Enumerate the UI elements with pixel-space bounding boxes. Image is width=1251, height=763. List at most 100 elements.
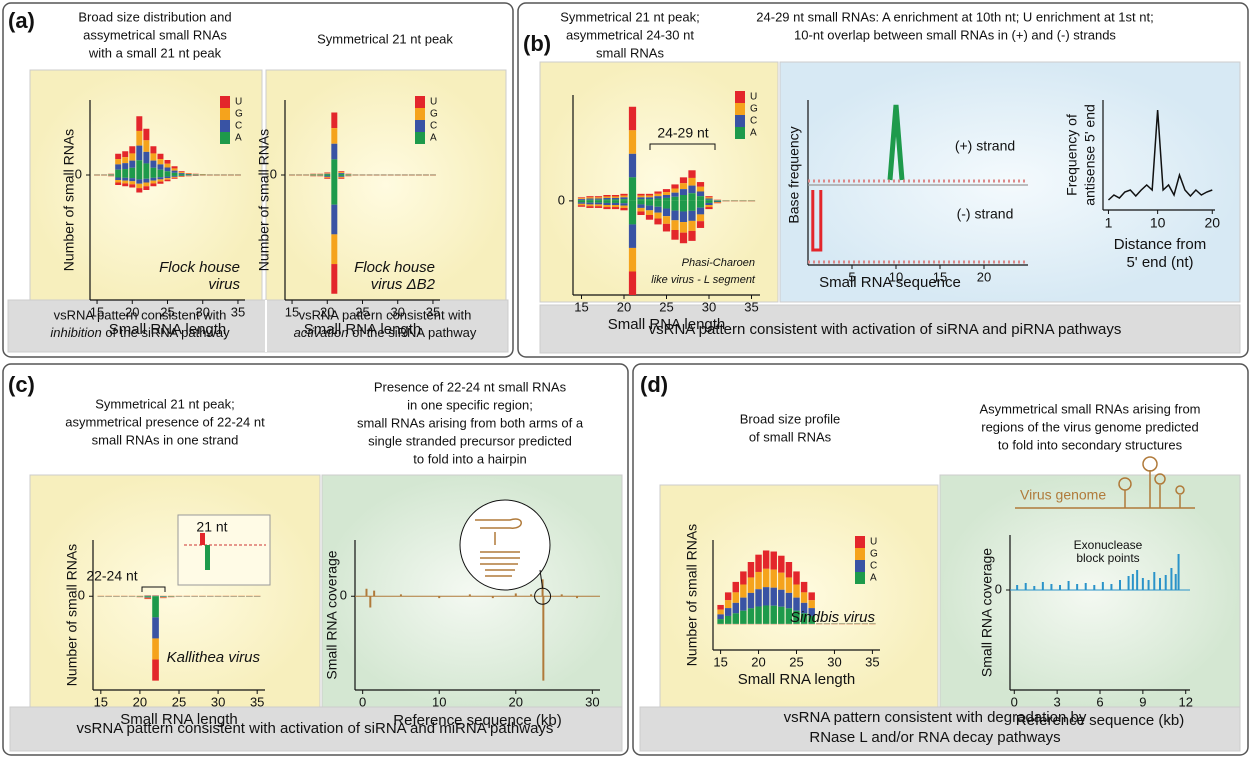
bar-segment bbox=[612, 203, 619, 205]
legend-label: A bbox=[235, 133, 242, 144]
bar-segment bbox=[331, 264, 337, 294]
bar-segment bbox=[778, 556, 784, 573]
bar-segment bbox=[612, 199, 619, 200]
virus-name: Kallithea virus bbox=[167, 649, 261, 666]
bar-segment bbox=[144, 598, 151, 599]
bar-segment bbox=[324, 174, 330, 175]
panel-label: (b) bbox=[523, 31, 551, 56]
bar-segment bbox=[578, 205, 585, 206]
bar-segment bbox=[165, 160, 171, 164]
bar-segment bbox=[637, 196, 644, 198]
legend-label: G bbox=[235, 109, 243, 120]
legend-label: G bbox=[430, 109, 438, 120]
bar-segment bbox=[136, 188, 142, 192]
bar-segment bbox=[586, 199, 593, 200]
bar-segment bbox=[771, 552, 777, 570]
bar-segment bbox=[586, 206, 593, 208]
heading: of small RNAs bbox=[749, 429, 832, 444]
bar-segment bbox=[680, 189, 687, 195]
legend-swatch bbox=[855, 560, 865, 572]
bar-segment bbox=[801, 582, 807, 592]
bar-segment bbox=[646, 199, 653, 201]
bar-segment bbox=[740, 585, 746, 598]
bar-segment bbox=[688, 201, 695, 211]
bar-segment bbox=[671, 201, 678, 211]
bar-segment bbox=[612, 198, 619, 199]
bar-segment bbox=[129, 181, 135, 184]
bar-segment bbox=[578, 199, 585, 200]
bar-segment bbox=[122, 169, 128, 175]
y-axis-label: Frequency of bbox=[1064, 114, 1080, 196]
bar-segment bbox=[637, 199, 644, 201]
bar-segment bbox=[172, 173, 178, 175]
bar-segment bbox=[733, 613, 739, 623]
bar-segment bbox=[654, 219, 661, 225]
bar-segment bbox=[586, 204, 593, 206]
bar-segment bbox=[586, 203, 593, 205]
bar-segment bbox=[688, 186, 695, 194]
bar-segment bbox=[157, 159, 163, 164]
bar-segment bbox=[143, 129, 149, 141]
bar-segment bbox=[338, 171, 344, 172]
y-tick-label: 0 bbox=[995, 581, 1002, 596]
strand-label: (+) strand bbox=[955, 138, 1015, 154]
bar-segment bbox=[144, 596, 151, 597]
bar-segment bbox=[172, 176, 178, 177]
bar-segment bbox=[324, 175, 330, 176]
bar-segment bbox=[578, 197, 585, 198]
bar-segment bbox=[150, 168, 156, 175]
bar-segment bbox=[324, 173, 330, 174]
x-tick-label: 25 bbox=[172, 694, 186, 709]
bar-segment bbox=[778, 607, 784, 624]
legend-swatch bbox=[855, 548, 865, 560]
legend-label: G bbox=[870, 549, 878, 560]
x-tick-label: 30 bbox=[702, 299, 716, 314]
bar-segment bbox=[129, 153, 135, 160]
bar-segment bbox=[331, 175, 337, 205]
x-tick-label: 35 bbox=[426, 304, 440, 319]
bar-segment bbox=[129, 161, 135, 168]
bar-segment bbox=[620, 208, 627, 210]
legend-swatch bbox=[220, 96, 230, 108]
bar-segment bbox=[603, 199, 610, 200]
bar-segment bbox=[331, 159, 337, 175]
bar-segment bbox=[586, 201, 593, 203]
bar-segment bbox=[671, 189, 678, 193]
bar-segment bbox=[150, 161, 156, 168]
bar-segment bbox=[324, 174, 330, 175]
bar-segment bbox=[143, 183, 149, 187]
heading: small RNAs in one strand bbox=[92, 432, 239, 447]
bar-segment bbox=[115, 183, 121, 186]
heading: Symmetrical 21 nt peak bbox=[317, 31, 453, 46]
x-axis-label: Small RNA length bbox=[738, 671, 856, 688]
bar-segment bbox=[603, 195, 610, 196]
bar-segment bbox=[152, 596, 159, 617]
bar-segment bbox=[637, 194, 644, 196]
bar-segment bbox=[620, 196, 627, 198]
legend-swatch bbox=[220, 132, 230, 144]
bar-segment bbox=[671, 230, 678, 240]
y-tick-label: 0 bbox=[558, 192, 565, 207]
bar-segment bbox=[136, 184, 142, 188]
legend-swatch bbox=[220, 108, 230, 120]
bar-segment bbox=[793, 571, 799, 584]
bar-segment bbox=[595, 201, 602, 203]
bar-segment bbox=[680, 211, 687, 222]
x-tick-label: 35 bbox=[250, 694, 264, 709]
y-axis-label: Small RNA coverage bbox=[324, 550, 340, 679]
bar-segment bbox=[603, 198, 610, 199]
x-tick-label: 25 bbox=[789, 654, 803, 669]
virus-name: Sindbis virus bbox=[790, 609, 876, 626]
bar-segment bbox=[338, 173, 344, 174]
bar-segment bbox=[763, 605, 769, 623]
bar-segment bbox=[705, 200, 712, 201]
bar-segment bbox=[637, 197, 644, 199]
panel-label: (d) bbox=[640, 372, 668, 397]
bar-segment bbox=[620, 199, 627, 201]
bar-segment bbox=[654, 191, 661, 193]
bar-segment bbox=[671, 220, 678, 230]
heading: Asymmetrical small RNAs arising from bbox=[979, 401, 1200, 416]
bar-segment bbox=[331, 113, 337, 129]
bar-segment bbox=[612, 196, 619, 197]
